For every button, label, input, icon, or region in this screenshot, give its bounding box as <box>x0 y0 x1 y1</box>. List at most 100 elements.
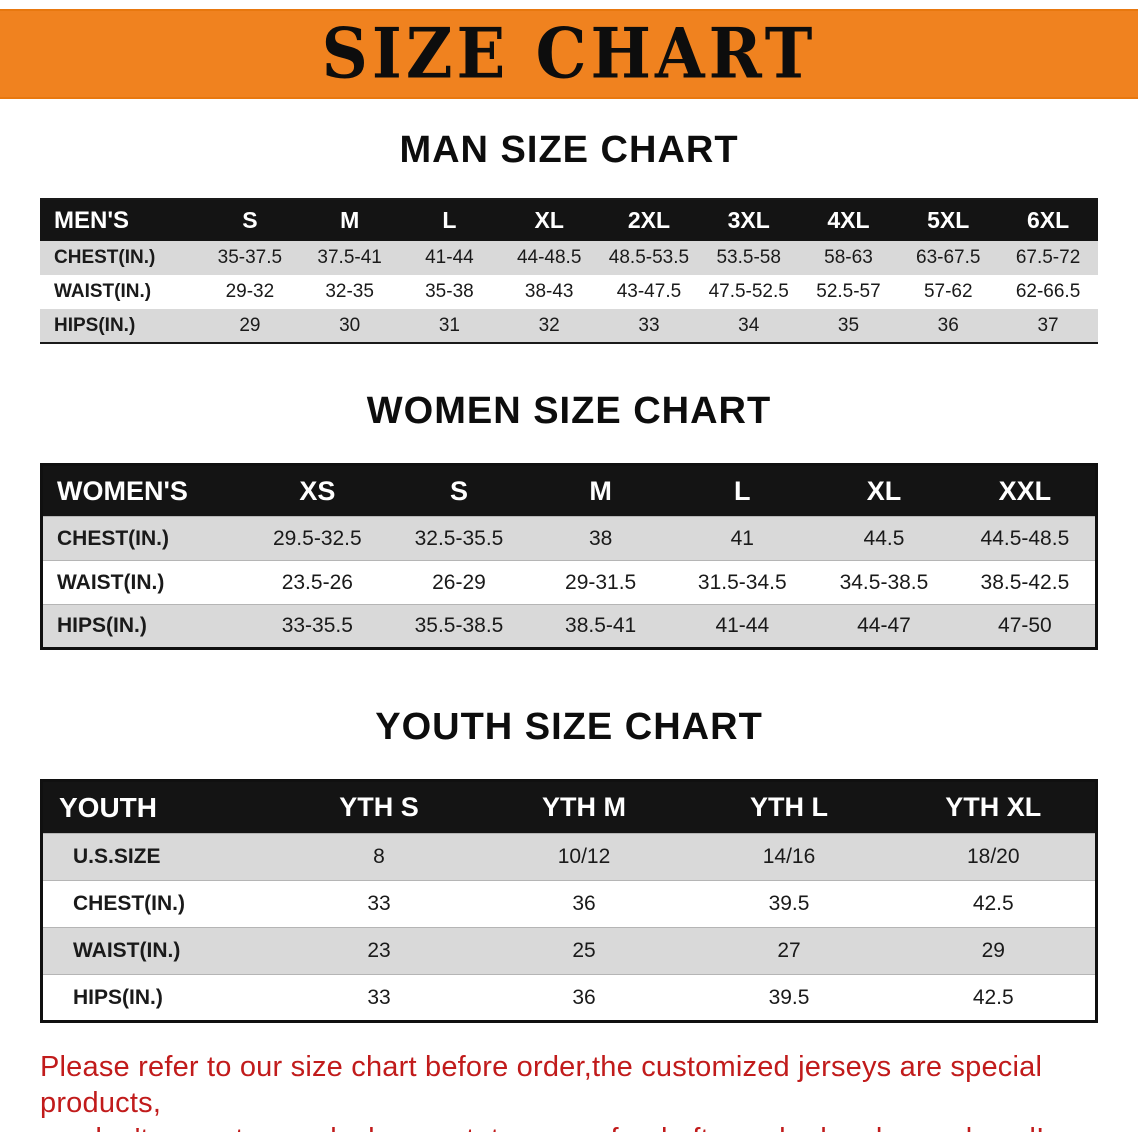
value-cell: 23.5-26 <box>246 560 389 605</box>
value-cell: 18/20 <box>891 833 1097 881</box>
value-cell: 38-43 <box>499 275 600 309</box>
banner: SIZE CHART <box>0 9 1138 99</box>
table-row: WAIST(IN.) 23.5-26 26-29 29-31.5 31.5-34.5 34… <box>41 560 1097 605</box>
size-header-cell: XS <box>246 464 389 517</box>
table-row: HIPS(IN.) 33-35.5 35.5-38.5 38.5-41 41-44 44-… <box>41 604 1097 649</box>
value-cell: 37 <box>998 309 1098 343</box>
table-title-cell: MEN'S <box>40 199 200 241</box>
value-cell: 44.5-48.5 <box>954 516 1097 561</box>
size-chart-page: SIZE CHART MAN SIZE CHART MEN'S S M L XL 2XL 3… <box>0 9 1138 1132</box>
size-header-cell: XL <box>499 199 600 241</box>
value-cell: 36 <box>898 309 999 343</box>
size-header-cell: 4XL <box>798 199 899 241</box>
value-cell: 35-37.5 <box>200 241 300 275</box>
value-cell: 58-63 <box>798 241 899 275</box>
section-women: WOMEN SIZE CHART WOMEN'S XS S M L XL XXL CHEST(… <box>0 390 1138 650</box>
disclaimer: Please refer to our size chart before or… <box>40 1049 1138 1132</box>
table-row: WAIST(IN.) 23 25 27 29 <box>41 927 1097 975</box>
value-cell: 27 <box>686 927 892 975</box>
row-label-cell: CHEST(IN.) <box>41 516 247 561</box>
table-title-cell: YOUTH <box>41 780 277 834</box>
value-cell: 8 <box>276 833 482 881</box>
table-header-row: YOUTH YTH S YTH M YTH L YTH XL <box>41 780 1097 834</box>
value-cell: 33-35.5 <box>246 604 389 649</box>
value-cell: 29-31.5 <box>529 560 672 605</box>
value-cell: 10/12 <box>481 833 687 881</box>
size-header-cell: YTH XL <box>891 780 1097 834</box>
value-cell: 29 <box>200 309 300 343</box>
table-row: CHEST(IN.) 33 36 39.5 42.5 <box>41 880 1097 928</box>
table-row: U.S.SIZE 8 10/12 14/16 18/20 <box>41 833 1097 881</box>
disclaimer-line-2: we don't accept cancel, change, teturn o… <box>40 1121 1138 1132</box>
value-cell: 48.5-53.5 <box>599 241 699 275</box>
value-cell: 32 <box>499 309 600 343</box>
value-cell: 29.5-32.5 <box>246 516 389 561</box>
value-cell: 42.5 <box>891 880 1097 928</box>
section-youth: YOUTH SIZE CHART YOUTH YTH S YTH M YTH L YTH… <box>0 706 1138 1023</box>
table-row: HIPS(IN.) 29 30 31 32 33 34 35 36 37 <box>40 309 1098 343</box>
value-cell: 39.5 <box>686 880 892 928</box>
value-cell: 26-29 <box>388 560 530 605</box>
value-cell: 23 <box>276 927 482 975</box>
value-cell: 62-66.5 <box>998 275 1098 309</box>
men-section-heading: MAN SIZE CHART <box>399 129 739 171</box>
value-cell: 57-62 <box>898 275 999 309</box>
women-section-heading: WOMEN SIZE CHART <box>366 390 772 432</box>
value-cell: 44-48.5 <box>499 241 600 275</box>
row-label-cell: WAIST(IN.) <box>41 927 277 975</box>
value-cell: 67.5-72 <box>998 241 1098 275</box>
men-size-table: MEN'S S M L XL 2XL 3XL 4XL 5XL 6XL CHEST(IN.) 35-37… <box>40 198 1098 344</box>
value-cell: 33 <box>276 974 482 1022</box>
value-cell: 39.5 <box>686 974 892 1022</box>
value-cell: 14/16 <box>686 833 892 881</box>
size-header-cell: XXL <box>954 464 1097 517</box>
row-label-cell: CHEST(IN.) <box>40 241 200 275</box>
size-header-cell: YTH S <box>276 780 482 834</box>
table-row: CHEST(IN.) 29.5-32.5 32.5-35.5 38 41 44.5 44.5… <box>41 516 1097 561</box>
size-header-cell: YTH L <box>686 780 892 834</box>
size-header-cell: 2XL <box>599 199 699 241</box>
value-cell: 33 <box>276 880 482 928</box>
value-cell: 38.5-41 <box>529 604 672 649</box>
row-label-cell: U.S.SIZE <box>41 833 277 881</box>
value-cell: 34 <box>698 309 799 343</box>
row-label-cell: WAIST(IN.) <box>41 560 247 605</box>
table-row: WAIST(IN.) 29-32 32-35 35-38 38-43 43-47.5 47.… <box>40 275 1098 309</box>
row-label-cell: HIPS(IN.) <box>40 309 200 343</box>
value-cell: 30 <box>299 309 400 343</box>
value-cell: 41-44 <box>671 604 814 649</box>
size-header-cell: 6XL <box>998 199 1098 241</box>
value-cell: 32-35 <box>299 275 400 309</box>
value-cell: 35.5-38.5 <box>388 604 530 649</box>
table-title-cell: WOMEN'S <box>41 464 247 517</box>
value-cell: 29-32 <box>200 275 300 309</box>
value-cell: 41 <box>671 516 814 561</box>
value-cell: 52.5-57 <box>798 275 899 309</box>
youth-size-table: YOUTH YTH S YTH M YTH L YTH XL U.S.SIZE 8 10/12… <box>40 779 1098 1023</box>
table-header-row: MEN'S S M L XL 2XL 3XL 4XL 5XL 6XL <box>40 199 1098 241</box>
value-cell: 42.5 <box>891 974 1097 1022</box>
table-header-row: WOMEN'S XS S M L XL XXL <box>41 464 1097 517</box>
table-row: HIPS(IN.) 33 36 39.5 42.5 <box>41 974 1097 1022</box>
value-cell: 44.5 <box>813 516 955 561</box>
row-label-cell: WAIST(IN.) <box>40 275 200 309</box>
row-label-cell: HIPS(IN.) <box>41 604 247 649</box>
women-size-table: WOMEN'S XS S M L XL XXL CHEST(IN.) 29.5-32.5 32.5… <box>40 463 1098 650</box>
value-cell: 53.5-58 <box>698 241 799 275</box>
size-header-cell: YTH M <box>481 780 687 834</box>
size-header-cell: XL <box>813 464 955 517</box>
section-men: MAN SIZE CHART MEN'S S M L XL 2XL 3XL 4XL 5XL 6XL… <box>0 129 1138 344</box>
value-cell: 41-44 <box>399 241 500 275</box>
row-label-cell: HIPS(IN.) <box>41 974 277 1022</box>
size-header-cell: M <box>299 199 400 241</box>
value-cell: 43-47.5 <box>599 275 699 309</box>
value-cell: 44-47 <box>813 604 955 649</box>
value-cell: 34.5-38.5 <box>813 560 955 605</box>
value-cell: 32.5-35.5 <box>388 516 530 561</box>
value-cell: 38 <box>529 516 672 561</box>
value-cell: 47-50 <box>954 604 1097 649</box>
value-cell: 33 <box>599 309 699 343</box>
value-cell: 63-67.5 <box>898 241 999 275</box>
value-cell: 29 <box>891 927 1097 975</box>
row-label-cell: CHEST(IN.) <box>41 880 277 928</box>
